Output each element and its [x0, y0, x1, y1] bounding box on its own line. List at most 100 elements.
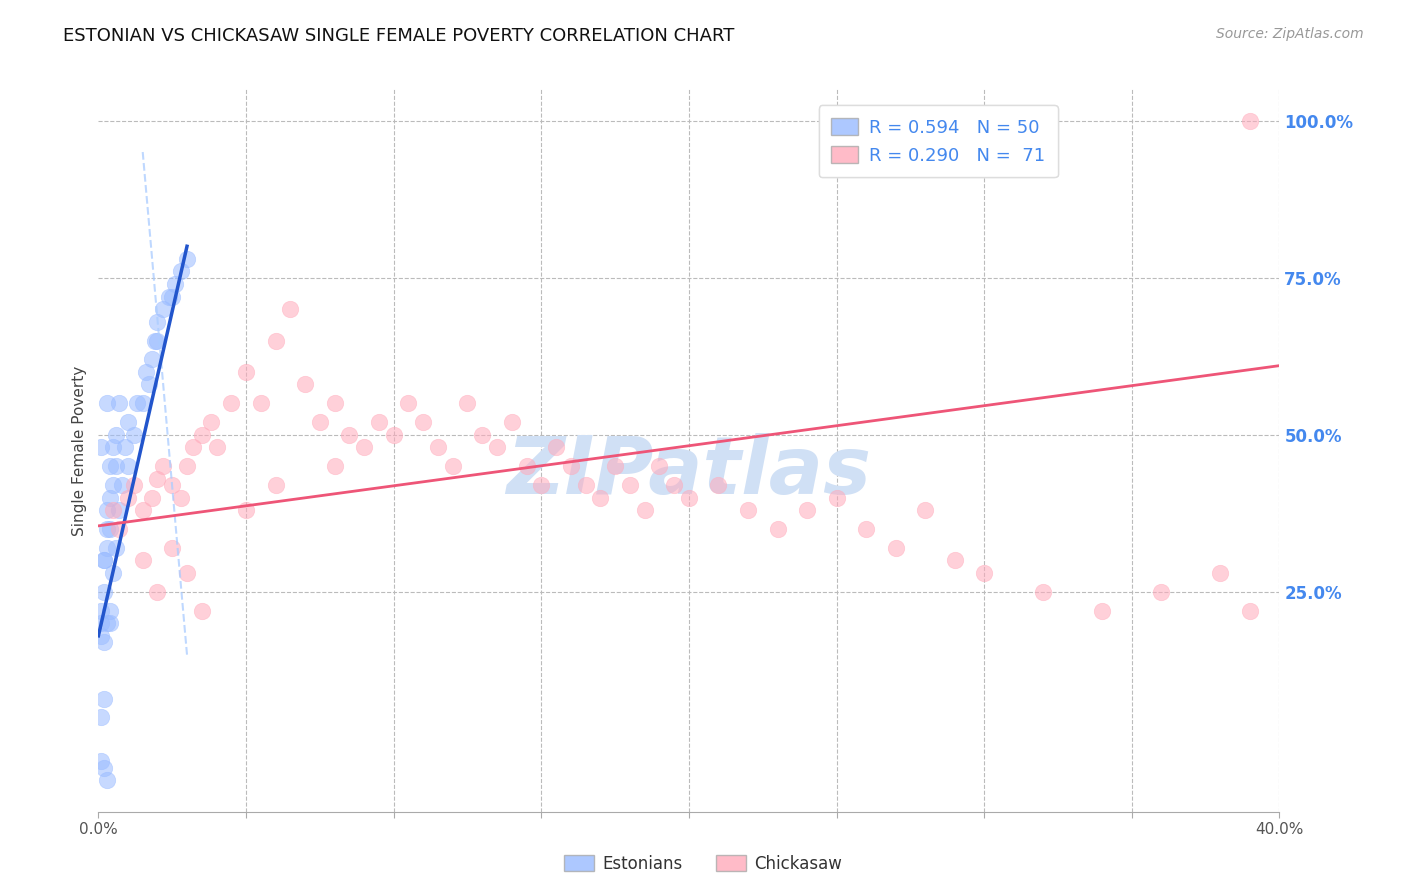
Point: [105, 541, 128, 555]
Point: [323, 459, 346, 474]
Point: [93, 553, 115, 567]
Point: [122, 478, 145, 492]
Point: [1239, 604, 1261, 618]
Point: [205, 440, 228, 454]
Point: [1091, 604, 1114, 618]
Point: [250, 396, 273, 410]
Point: [707, 478, 730, 492]
Point: [90, 755, 112, 769]
Point: [162, 289, 183, 303]
Point: [132, 396, 155, 410]
Point: [501, 415, 523, 429]
Point: [96, 616, 118, 631]
Point: [398, 396, 420, 410]
Point: [96, 541, 118, 555]
Point: [441, 459, 464, 474]
Point: [221, 396, 243, 410]
Point: [141, 491, 163, 505]
Point: [235, 365, 257, 379]
Point: [98, 522, 121, 536]
Point: [181, 440, 204, 454]
Point: [170, 264, 193, 278]
Point: [162, 541, 183, 555]
Point: [98, 604, 121, 618]
Point: [93, 584, 115, 599]
Point: [191, 427, 214, 442]
Point: [132, 553, 155, 567]
Point: [200, 415, 222, 429]
Point: [648, 459, 671, 474]
Point: [664, 478, 686, 492]
Point: [105, 459, 128, 474]
Point: [516, 459, 538, 474]
Point: [1239, 113, 1261, 128]
Point: [560, 459, 582, 474]
Point: [589, 491, 612, 505]
Point: [138, 377, 160, 392]
Point: [323, 396, 346, 410]
Point: [96, 522, 118, 536]
Point: [96, 396, 118, 410]
Point: [146, 584, 169, 599]
Point: [176, 252, 198, 266]
Point: [412, 415, 434, 429]
Point: [1150, 584, 1173, 599]
Point: [108, 396, 131, 410]
Point: [111, 478, 134, 492]
Point: [235, 503, 257, 517]
Point: [309, 415, 332, 429]
Point: [143, 334, 166, 348]
Point: [634, 503, 657, 517]
Point: [96, 503, 118, 517]
Point: [93, 553, 115, 567]
Point: [619, 478, 641, 492]
Point: [170, 491, 193, 505]
Point: [737, 503, 759, 517]
Point: [1209, 566, 1232, 580]
Point: [575, 478, 598, 492]
Text: Source: ZipAtlas.com: Source: ZipAtlas.com: [1216, 27, 1364, 41]
Point: [471, 427, 494, 442]
Point: [605, 459, 627, 474]
Legend: Estonians, Chickasaw: Estonians, Chickasaw: [557, 848, 849, 880]
Point: [486, 440, 509, 454]
Point: [103, 478, 125, 492]
Point: [152, 302, 174, 317]
Point: [96, 773, 118, 788]
Point: [191, 604, 214, 618]
Point: [546, 440, 568, 454]
Point: [855, 522, 877, 536]
Text: ESTONIAN VS CHICKASAW SINGLE FEMALE POVERTY CORRELATION CHART: ESTONIAN VS CHICKASAW SINGLE FEMALE POVE…: [63, 27, 735, 45]
Point: [122, 427, 145, 442]
Point: [766, 522, 789, 536]
Point: [457, 396, 479, 410]
Point: [825, 491, 848, 505]
Point: [165, 277, 187, 291]
Point: [162, 478, 183, 492]
Point: [132, 503, 155, 517]
Point: [264, 478, 287, 492]
Point: [678, 491, 700, 505]
Point: [103, 566, 125, 580]
Point: [914, 503, 936, 517]
Point: [973, 566, 995, 580]
Point: [125, 396, 148, 410]
Point: [108, 503, 131, 517]
Legend: R = 0.594   N = 50, R = 0.290   N =  71: R = 0.594 N = 50, R = 0.290 N = 71: [818, 105, 1057, 178]
Point: [353, 440, 375, 454]
Text: ZIPatlas: ZIPatlas: [506, 434, 872, 511]
Point: [152, 459, 174, 474]
Point: [114, 440, 136, 454]
Point: [280, 302, 302, 317]
Point: [90, 440, 112, 454]
Point: [530, 478, 553, 492]
Point: [427, 440, 450, 454]
Point: [176, 459, 198, 474]
Point: [796, 503, 818, 517]
Point: [117, 415, 139, 429]
Point: [98, 491, 121, 505]
Point: [103, 440, 125, 454]
Point: [93, 635, 115, 649]
Point: [294, 377, 316, 392]
Point: [884, 541, 907, 555]
